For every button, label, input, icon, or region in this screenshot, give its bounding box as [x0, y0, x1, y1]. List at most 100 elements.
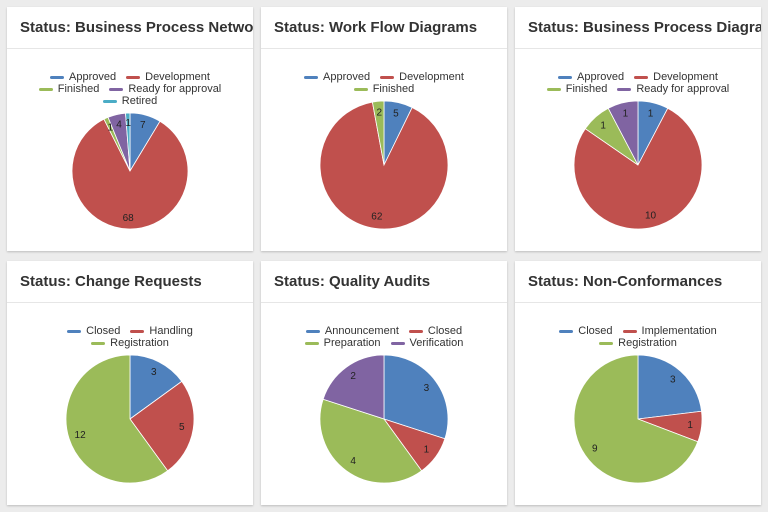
chart-panel: Status: Non-Conformances Closed Implementa… [515, 261, 761, 505]
data-label: 1 [108, 122, 114, 133]
chart-panel: Status: Change Requests Closed Handling Reg… [7, 261, 253, 505]
pie-area: 7 68 1 4 1 [71, 112, 189, 230]
chart-title: Status: Work Flow Diagrams [261, 7, 507, 49]
data-label: 12 [75, 430, 87, 441]
pie-slice [371, 100, 385, 166]
data-label: 1 [424, 444, 430, 455]
pie-slice [129, 380, 195, 472]
pie-area: 5 62 2 [319, 100, 449, 230]
legend: Approved Development Finished Ready for app… [538, 72, 738, 95]
data-label: 2 [350, 371, 356, 382]
legend-item: Retired [102, 96, 157, 107]
data-label: 9 [592, 443, 598, 454]
data-label: 1 [623, 109, 629, 120]
legend-label: Approved [577, 71, 625, 83]
pie-slice [573, 107, 703, 230]
legend-swatch [408, 330, 423, 333]
legend: Approved Development Finished Ready for app… [30, 72, 230, 107]
legend-swatch [559, 330, 574, 333]
legend-label: Handling [149, 325, 193, 337]
legend-label: Ready for approval [636, 83, 730, 95]
chart-panel: Status: Business Process Diagra… Approved… [515, 7, 761, 251]
legend-label: Development [399, 71, 464, 83]
legend-label: Announcement [324, 325, 399, 337]
pie-slice [65, 354, 169, 484]
pie-slice [637, 354, 702, 420]
legend-item: Approved [304, 72, 370, 83]
legend-swatch [634, 76, 649, 79]
legend-swatch [50, 76, 65, 79]
legend-label: Verification [409, 337, 464, 349]
data-label: 4 [116, 119, 122, 130]
legend-item: Registration [91, 338, 169, 349]
legend-item: Finished [546, 83, 608, 95]
legend-swatch [622, 330, 637, 333]
chart-panel: Status: Work Flow Diagrams Approved Develo… [261, 7, 507, 251]
pie-slice [383, 354, 449, 440]
legend-label: Registration [110, 337, 169, 349]
chart-panel: Status: Business Process Networ… Approved… [7, 7, 253, 251]
data-label: 7 [140, 120, 146, 131]
data-label: 62 [371, 212, 383, 223]
chart-title: Status: Business Process Diagra… [515, 7, 761, 49]
legend-label: Finished [372, 83, 415, 95]
data-label: 3 [670, 374, 676, 385]
legend: Closed Implementation Registration [538, 326, 738, 349]
legend-label: Development [653, 71, 718, 83]
legend-swatch [599, 342, 614, 345]
chart-title: Status: Business Process Networ… [7, 7, 253, 49]
legend-swatch [304, 342, 319, 345]
legend-item: Preparation [304, 337, 381, 349]
legend-item: Approved [50, 72, 116, 83]
data-label: 5 [179, 422, 185, 433]
legend-item: Registration [599, 338, 677, 349]
legend-swatch [353, 88, 368, 91]
legend-swatch [126, 76, 141, 79]
legend-swatch [558, 76, 573, 79]
chart-title: Status: Quality Audits [261, 261, 507, 303]
pie-slice [607, 100, 639, 166]
legend-label: Approved [323, 71, 371, 83]
data-label: 1 [687, 420, 693, 431]
legend-swatch [380, 76, 395, 79]
data-label: 4 [350, 456, 356, 467]
chart-title: Status: Change Requests [7, 261, 253, 303]
legend-item: Development [380, 72, 464, 83]
pie-slice [573, 354, 699, 484]
pie-area: 3 1 9 [573, 354, 703, 484]
legend-item: Implementation [622, 325, 717, 337]
legend-item: Ready for approval [617, 84, 729, 95]
legend: Closed Handling Registration [30, 326, 230, 349]
legend-label: Approved [69, 71, 117, 83]
pie-slice [71, 118, 189, 230]
chart-title: Status: Non-Conformances [515, 261, 761, 303]
legend-swatch [91, 342, 106, 345]
pie-slice [129, 354, 183, 420]
legend-label: Registration [618, 337, 677, 349]
pie-slice [319, 398, 423, 484]
legend-label: Finished [565, 83, 608, 95]
data-label: 68 [123, 213, 135, 224]
data-label: 3 [424, 383, 430, 394]
legend-swatch [109, 88, 124, 91]
legend-item: Handling [130, 325, 193, 337]
legend-swatch [38, 88, 53, 91]
legend-swatch [390, 342, 405, 345]
legend: Approved Development Finished [284, 72, 484, 95]
legend-swatch [102, 100, 117, 103]
legend-swatch [617, 88, 632, 91]
legend: Announcement Closed Preparation Verificatio… [284, 326, 484, 349]
legend-label: Preparation [323, 337, 381, 349]
legend-label: Finished [57, 83, 100, 95]
legend-item: Verification [390, 337, 464, 349]
legend-label: Development [145, 71, 210, 83]
pie-slice [319, 101, 449, 230]
data-label: 10 [645, 211, 657, 222]
legend-label: Implementation [641, 325, 717, 337]
data-label: 1 [648, 109, 654, 120]
legend-label: Closed [578, 325, 613, 337]
legend-item: Finished [353, 83, 415, 95]
legend-item: Ready for approval [109, 84, 221, 95]
legend-label: Closed [86, 325, 121, 337]
